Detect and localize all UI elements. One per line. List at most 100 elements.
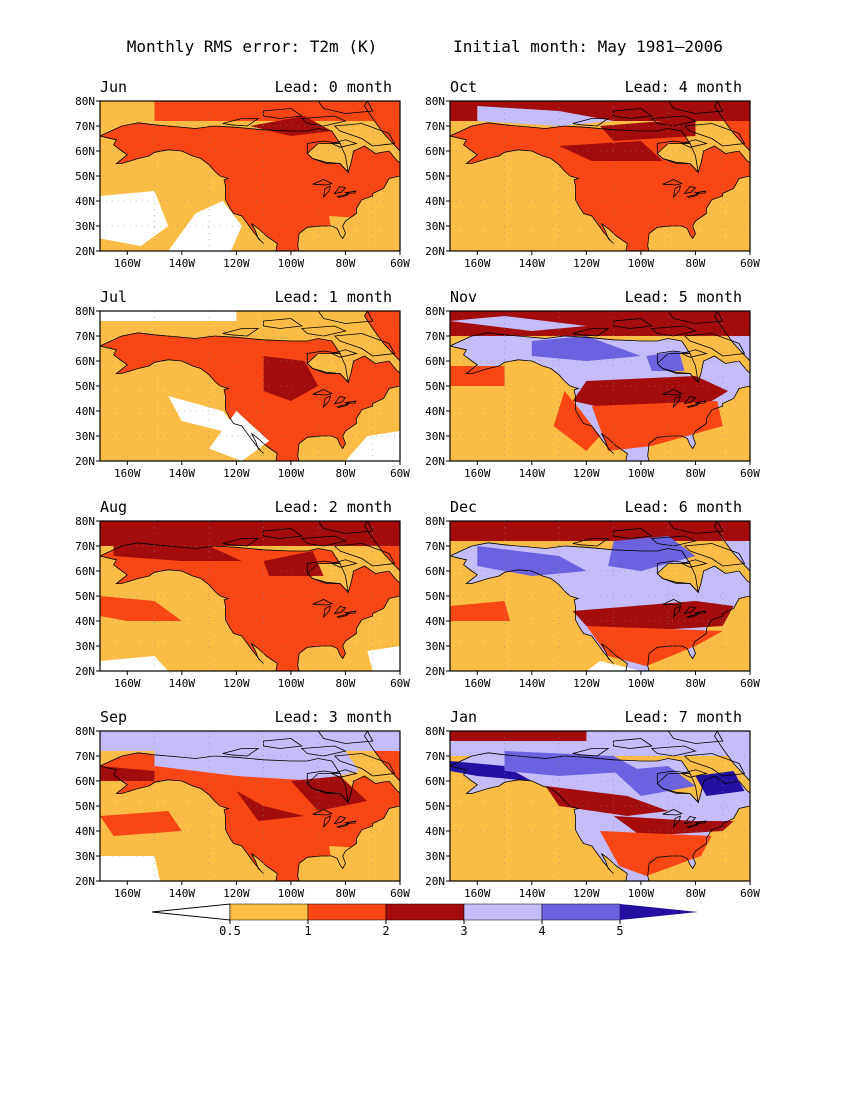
coastline	[333, 186, 347, 195]
error-contour	[709, 226, 750, 251]
coastline	[263, 528, 303, 539]
coastline	[680, 769, 708, 778]
coastline	[680, 349, 708, 358]
lat-label: 30N	[75, 640, 95, 653]
error-contour	[600, 831, 712, 876]
coastline	[322, 605, 332, 619]
lat-label: 30N	[425, 430, 445, 443]
coastline	[683, 816, 697, 825]
lon-label: 160W	[114, 467, 141, 480]
coastline	[222, 748, 260, 757]
coastline	[613, 318, 653, 329]
lon-label: 140W	[519, 677, 546, 690]
coastline	[364, 521, 400, 572]
lon-label: 80W	[686, 887, 706, 900]
error-contour	[545, 786, 669, 816]
coastline	[667, 521, 724, 534]
coastline	[322, 815, 332, 829]
coastline	[672, 185, 682, 199]
coastline	[667, 731, 724, 744]
coastline	[680, 559, 708, 568]
error-contour	[263, 551, 324, 576]
lat-label: 50N	[425, 170, 445, 183]
coastline	[650, 325, 697, 337]
lon-label: 140W	[519, 257, 546, 270]
coastline	[364, 311, 400, 362]
coastline	[683, 333, 746, 357]
lat-label: 30N	[75, 430, 95, 443]
lat-label: 20N	[425, 665, 445, 678]
coastline	[714, 311, 750, 362]
lon-label: 120W	[223, 677, 250, 690]
land-field	[100, 542, 400, 671]
coastline	[312, 179, 333, 186]
error-contour	[250, 116, 332, 136]
lat-label: 40N	[75, 195, 95, 208]
land-field	[100, 122, 400, 251]
error-contour	[100, 596, 182, 621]
lon-label: 160W	[114, 257, 141, 270]
coastline	[364, 731, 400, 782]
coastline	[336, 403, 350, 408]
lon-label: 80W	[336, 887, 356, 900]
coastline	[450, 122, 750, 251]
coastline	[680, 139, 708, 148]
error-contour	[450, 761, 532, 781]
colorbar: 0.5 1 2 3 4 5	[151, 903, 698, 938]
colorbar-tick-label: 1	[304, 924, 311, 938]
lon-label: 80W	[336, 677, 356, 690]
coastline	[333, 816, 347, 825]
lon-label: 60W	[740, 257, 760, 270]
coastline	[450, 332, 750, 461]
lat-label: 20N	[425, 455, 445, 468]
lat-label: 30N	[425, 850, 445, 863]
coastline	[572, 118, 610, 127]
error-contour	[608, 536, 696, 571]
coastline	[667, 101, 724, 114]
coastline	[333, 753, 396, 777]
coastline	[364, 101, 400, 152]
lon-label: 60W	[390, 677, 410, 690]
coastline	[336, 823, 350, 828]
coastline	[300, 535, 347, 547]
coastline	[333, 123, 396, 147]
lat-label: 30N	[425, 640, 445, 653]
lat-label: 80N	[425, 725, 445, 738]
coastline	[100, 332, 400, 461]
coastline	[263, 738, 303, 749]
coastline	[572, 748, 610, 757]
arctic-field	[154, 101, 400, 121]
lon-label: 100W	[278, 887, 305, 900]
panel-lead: Lead: 2 month	[275, 498, 392, 516]
coastline	[317, 101, 374, 114]
lat-label: 40N	[425, 405, 445, 418]
coastline	[222, 118, 260, 127]
coastline	[683, 186, 697, 195]
coastline	[330, 349, 358, 358]
lon-label: 100W	[628, 257, 655, 270]
lon-label: 160W	[114, 887, 141, 900]
lat-label: 80N	[75, 305, 95, 318]
error-contour	[100, 811, 182, 836]
panel-month: Aug	[100, 498, 127, 516]
lon-label: 120W	[223, 257, 250, 270]
coastline	[344, 820, 357, 824]
coastline	[300, 115, 347, 127]
error-contour	[572, 601, 734, 631]
lon-label: 140W	[169, 677, 196, 690]
lon-label: 100W	[628, 467, 655, 480]
panel-month: Nov	[450, 288, 477, 306]
lat-label: 40N	[75, 615, 95, 628]
lat-label: 50N	[425, 590, 445, 603]
lon-label: 100W	[278, 467, 305, 480]
coastline	[330, 559, 358, 568]
coastline	[613, 738, 653, 749]
error-contour	[329, 216, 384, 251]
lon-label: 140W	[169, 467, 196, 480]
lat-label: 40N	[425, 825, 445, 838]
coastline	[613, 528, 653, 539]
error-contour	[450, 161, 560, 219]
coastline	[333, 396, 347, 405]
map-panel: 80N 70N 60N 50N 40N 30N 20N 160W 140W 120W 100W 80W…	[425, 498, 760, 690]
coastline	[300, 745, 347, 757]
